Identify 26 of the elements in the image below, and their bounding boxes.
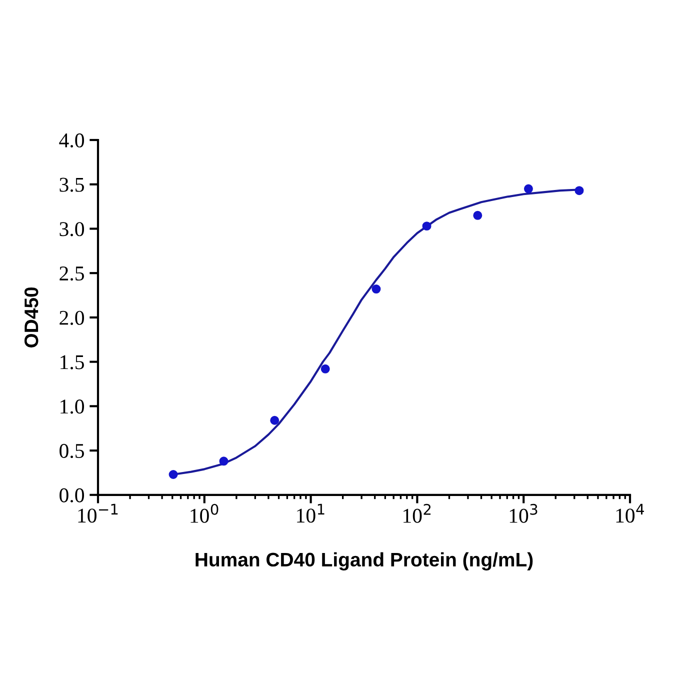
x-tick-label: 10$^{−1}$: [78, 504, 118, 523]
x-tick-label: 10$^{2}$: [404, 504, 431, 523]
point: [422, 222, 432, 231]
x-tick-label: 10$^{0}$: [190, 504, 218, 523]
y-axis-title: OD450: [24, 287, 38, 348]
point: [270, 416, 280, 425]
y-tick-label: 1.5: [60, 355, 84, 370]
y-tick-label: 0.0: [60, 488, 84, 502]
y-tick-label: 3.0: [60, 222, 84, 236]
y-tick-label: 3.5: [60, 178, 84, 192]
x-tick-label: 10$^{3}$: [510, 504, 538, 523]
point: [168, 470, 178, 479]
x-tick-label: 10$^{4}$: [616, 504, 644, 523]
x-tick-label: 10$^{1}$: [297, 504, 324, 523]
y-tick-label: 1.0: [60, 400, 84, 414]
y-tick-label: 0.5: [60, 444, 84, 458]
point: [524, 184, 533, 194]
x-axis-title: Human CD40 Ligand Protein (ng/mL): [196, 552, 533, 570]
point: [372, 284, 381, 294]
point: [320, 364, 330, 374]
y-tick-label: 2.5: [60, 266, 84, 281]
y-tick-label: 2.0: [60, 310, 84, 325]
point: [574, 186, 584, 196]
point: [473, 210, 482, 220]
y-tick-label: 4.0: [59, 133, 84, 148]
point: [219, 456, 228, 466]
